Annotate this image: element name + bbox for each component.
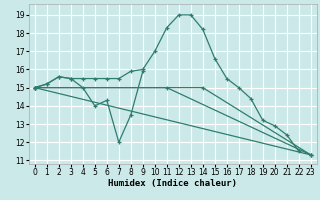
X-axis label: Humidex (Indice chaleur): Humidex (Indice chaleur) bbox=[108, 179, 237, 188]
